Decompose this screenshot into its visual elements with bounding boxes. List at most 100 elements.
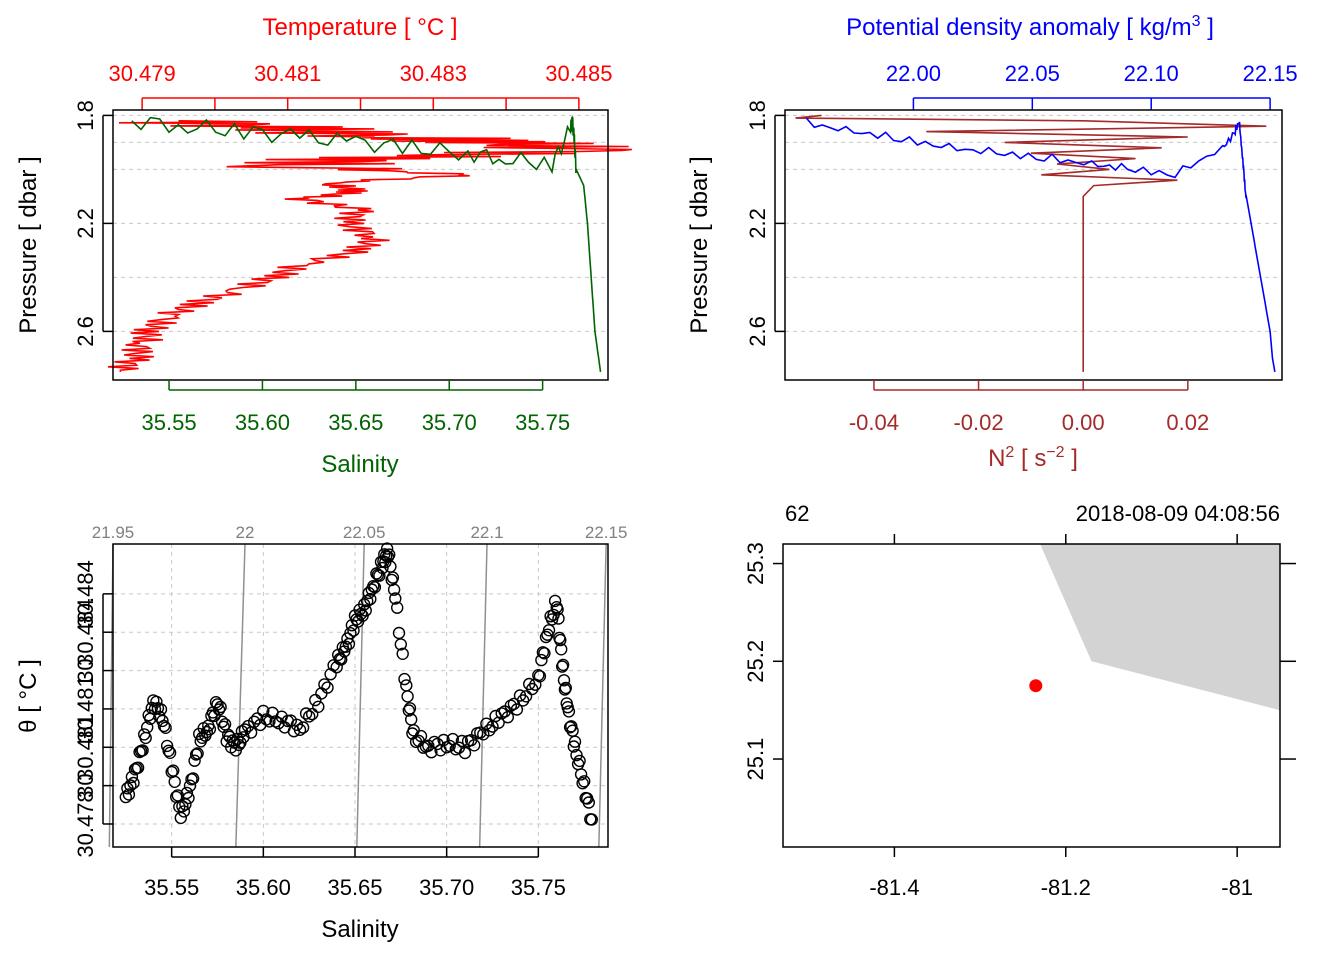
longitude-tick-label: -81.2 — [1041, 875, 1091, 900]
ts-point — [532, 669, 545, 682]
top-axis-title-temperature: Temperature [ °C ] — [263, 14, 458, 41]
ts-point — [483, 724, 496, 737]
plot-frame-ts — [112, 109, 609, 381]
pressure-axis: 1.8 2.2 2.6 — [73, 100, 113, 347]
ts-point — [495, 707, 508, 720]
ts-point — [510, 703, 524, 716]
ts-point — [387, 583, 401, 596]
ts-point — [324, 668, 337, 681]
ts-point — [241, 719, 255, 733]
ts-point — [299, 707, 313, 720]
ts-point — [124, 779, 137, 792]
n2-axis: -0.04 -0.02 0.00 0.02 — [849, 380, 1209, 435]
ts-point — [157, 719, 171, 733]
panel-map: 62 2018-08-09 04:08:56 -81.4 -81.2 -81 25.1… — [743, 501, 1296, 900]
ts-point — [568, 735, 582, 748]
density-line — [805, 117, 1276, 373]
density-contour-label: 22.1 — [470, 523, 503, 542]
ts-point — [383, 548, 396, 561]
salinity-tick-label: 35.70 — [419, 875, 474, 900]
ts-point — [392, 626, 406, 640]
ts-point — [131, 761, 145, 774]
theta-tick-label: 30.481 — [73, 714, 98, 781]
ts-point — [570, 748, 583, 762]
y-axis-title-pressure: Pressure [ dbar ] — [15, 156, 42, 333]
x-axis-title-salinity: Salinity — [321, 916, 398, 943]
longitude-tick-label: -81.4 — [869, 875, 919, 900]
panel-ts-profile: Temperature [ °C ] 30.479 30.481 30.483 30.… — [15, 14, 632, 478]
salinity-tick-label: 35.60 — [236, 875, 291, 900]
ts-point — [212, 703, 226, 716]
bottom-axis-title-salinity: Salinity — [321, 451, 398, 478]
ts-point — [251, 712, 264, 725]
ts-point — [555, 643, 568, 656]
ts-point — [191, 747, 204, 760]
pressure-tick-label: 2.6 — [73, 316, 98, 347]
ts-point — [139, 731, 152, 745]
density-tick-label: 22.00 — [886, 61, 941, 86]
ts-point — [551, 603, 564, 616]
density-contour-label: 21.95 — [92, 523, 135, 542]
map-frame — [782, 543, 1281, 848]
ts-point — [578, 775, 591, 788]
temperature-tick-label: 30.483 — [400, 61, 467, 86]
ts-point — [368, 581, 382, 594]
density-contour — [478, 543, 488, 848]
ts-point — [189, 748, 203, 761]
density-contour — [598, 543, 607, 848]
ts-point — [538, 647, 551, 660]
ts-point — [140, 721, 154, 734]
theta-tick-label: 30.484 — [73, 599, 98, 666]
ts-point — [533, 670, 547, 683]
ts-point — [386, 571, 400, 584]
theta-tick-label: 30.484 — [73, 560, 98, 627]
ts-point — [548, 594, 562, 608]
pressure-gridlines — [113, 114, 608, 332]
ts-point — [211, 698, 224, 711]
map-axes: -81.4 -81.2 -81 25.1 25.2 25.3 — [743, 534, 1296, 900]
ts-point — [318, 678, 331, 691]
ts-point — [539, 630, 553, 644]
plot-frame-density — [784, 109, 1283, 381]
salinity-tick-label: 35.75 — [515, 410, 570, 435]
salinity-line — [131, 116, 602, 373]
pressure-tick-label: 2.2 — [73, 208, 98, 239]
ts-point — [119, 790, 133, 804]
pressure-axis: 1.8 2.2 2.6 — [745, 100, 785, 347]
ts-point — [378, 548, 391, 561]
ts-point — [391, 601, 404, 614]
temperature-tick-label: 30.485 — [545, 61, 612, 86]
ts-point — [542, 624, 556, 637]
ts-point — [306, 707, 319, 721]
ts-point — [559, 681, 572, 695]
top-axis-title-density: Potential density anomaly [ kg/m3 ] — [846, 13, 1214, 41]
ts-point — [428, 735, 441, 749]
salinity-tick-label: 35.70 — [422, 410, 477, 435]
ts-point — [162, 744, 175, 757]
ts-point — [303, 710, 316, 723]
n2-tick-label: -0.02 — [953, 410, 1003, 435]
ts-point — [552, 612, 565, 625]
ts-points — [119, 542, 598, 826]
pressure-tick-label: 1.8 — [745, 100, 770, 131]
ts-point — [293, 723, 307, 736]
latitude-tick-label: 25.3 — [743, 542, 768, 585]
ts-point — [400, 679, 413, 692]
density-tick-label: 22.10 — [1124, 61, 1179, 86]
ts-point — [272, 717, 285, 730]
ts-point — [573, 754, 586, 768]
ts-point — [389, 592, 402, 605]
ts-point — [455, 734, 469, 748]
ts-point — [188, 754, 201, 767]
ts-point — [214, 700, 227, 714]
density-contour — [235, 543, 246, 848]
station-marker — [1029, 679, 1043, 693]
ts-point — [159, 721, 172, 734]
density-tick-label: 22.05 — [1005, 61, 1060, 86]
temperature-axis: 30.479 30.481 30.483 30.485 — [108, 61, 613, 110]
ts-point — [335, 653, 348, 666]
ts-point — [443, 739, 456, 753]
ts-point — [480, 717, 493, 730]
ts-point — [562, 705, 576, 718]
